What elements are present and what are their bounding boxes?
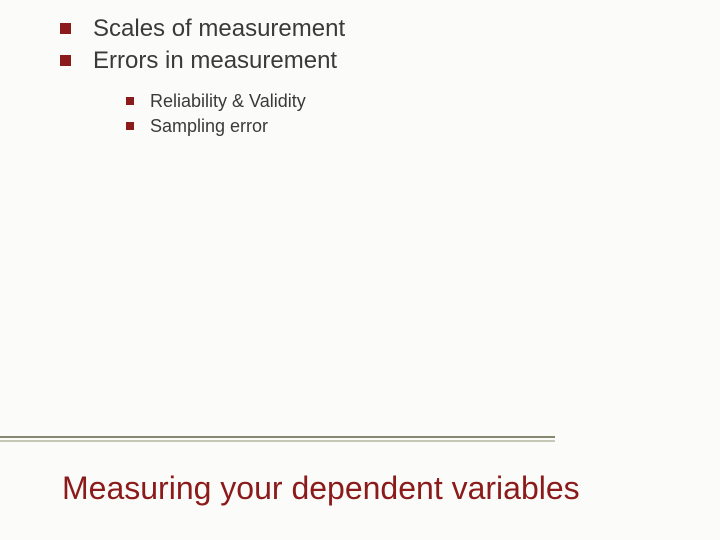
square-bullet-icon xyxy=(126,122,134,130)
list-item: Scales of measurement xyxy=(60,14,680,44)
list-item: Errors in measurement xyxy=(60,46,680,76)
square-bullet-icon xyxy=(126,97,134,105)
divider-line-top xyxy=(0,436,555,438)
divider-line-bottom xyxy=(0,440,555,442)
slide-title: Measuring your dependent variables xyxy=(62,470,580,507)
square-bullet-icon xyxy=(60,23,71,34)
list-item-text: Scales of measurement xyxy=(93,14,345,44)
divider xyxy=(0,436,555,442)
list-item-text: Reliability & Validity xyxy=(150,90,306,113)
square-bullet-icon xyxy=(60,55,71,66)
bullet-content: Scales of measurement Errors in measurem… xyxy=(60,14,680,139)
list-item: Reliability & Validity xyxy=(126,90,680,113)
list-item-text: Sampling error xyxy=(150,115,268,138)
list-item-text: Errors in measurement xyxy=(93,46,337,76)
sub-list: Reliability & Validity Sampling error xyxy=(126,90,680,137)
list-item: Sampling error xyxy=(126,115,680,138)
